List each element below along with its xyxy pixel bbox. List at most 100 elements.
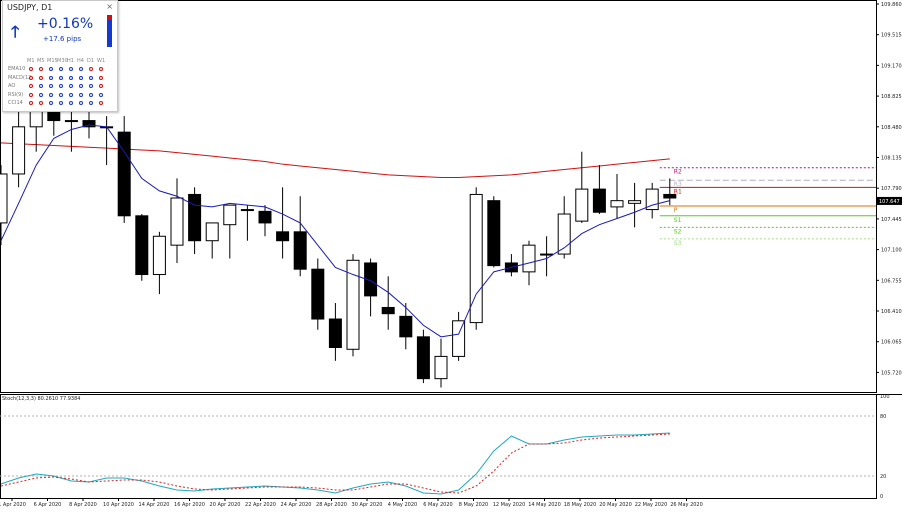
signal-dot (89, 75, 93, 80)
stoch-main-line (0, 432, 670, 495)
candle-body (135, 215, 149, 276)
timeframe-label: H1 (67, 58, 74, 64)
date-label: 16 Apr 2020 (174, 502, 205, 508)
signal-dot (49, 92, 53, 97)
candle-body (205, 222, 219, 242)
candle-body (663, 193, 677, 199)
main-frame (0, 0, 877, 393)
stoch-tick-label: 100 (880, 394, 890, 400)
stoch-frame (0, 394, 877, 499)
candle-body (293, 231, 307, 270)
price-tick-label: 108.480 (881, 125, 902, 131)
date-label: 1 Apr 2020 (0, 502, 26, 508)
signal-dot (69, 84, 73, 88)
candle-body (152, 235, 166, 276)
candle-body (170, 197, 184, 246)
date-label: 8 May 2020 (459, 502, 488, 508)
date-label: 22 Apr 2020 (245, 502, 276, 508)
signal-dot (49, 101, 53, 105)
signal-dot (29, 75, 33, 80)
indicator-label: CCI14 (8, 100, 23, 106)
candle-body (117, 131, 131, 217)
date-label: 30 Apr 2020 (352, 502, 383, 508)
date-label: 14 May 2020 (528, 502, 561, 508)
strength-bar (107, 15, 112, 47)
change-percent: +0.16% (37, 16, 94, 32)
date-label: 6 Apr 2020 (34, 502, 62, 508)
date-label: 22 May 2020 (635, 502, 668, 508)
ema-fast-line (0, 124, 670, 338)
pivot-label-s1: S1 (674, 217, 682, 224)
stoch-tick-label: 0 (880, 494, 883, 500)
signal-dot (39, 75, 43, 80)
price-tick-label: 105.720 (881, 370, 902, 376)
signal-dot (59, 84, 63, 88)
candle-body (487, 200, 501, 267)
signal-dot (29, 101, 33, 105)
stoch-label: Stoch(12,3,3) 80.2610 77.9384 (2, 396, 80, 402)
date-label: 24 Apr 2020 (281, 502, 312, 508)
candle-body (0, 173, 8, 224)
pivot-label-s3: S3 (674, 240, 682, 247)
signal-dot (79, 92, 83, 97)
signal-dot (39, 101, 43, 105)
candle-body (610, 200, 624, 208)
candle-body (12, 126, 26, 175)
signal-dot (99, 84, 103, 88)
candle-body (276, 231, 290, 242)
pivot-label-r2: R2 (674, 169, 682, 176)
price-tick-label: 109.860 (881, 2, 902, 8)
strength-bar-top (107, 15, 112, 20)
pivot-label-r1: R1 (674, 188, 682, 195)
date-label: 8 Apr 2020 (69, 502, 97, 508)
signal-dot (39, 84, 43, 88)
pivot-label-r3: R3 (674, 181, 682, 188)
close-icon[interactable]: × (106, 2, 113, 11)
candle-body (223, 204, 237, 226)
timeframe-label: H4 (77, 58, 84, 64)
price-tick-label: 107.445 (881, 217, 902, 223)
price-tick-label: 109.515 (881, 33, 902, 39)
timeframe-label: M30 (57, 58, 68, 64)
change-pips: +17.6 pips (43, 35, 82, 43)
price-tick-label: 108.825 (881, 94, 902, 100)
indicator-label: RSI(9) (8, 91, 24, 98)
candle-body (311, 268, 325, 320)
current-price-tag (877, 196, 902, 205)
price-tick-label: 109.170 (881, 63, 902, 69)
date-label: 14 Apr 2020 (139, 502, 170, 508)
candle-body (434, 355, 448, 380)
candle-body (64, 120, 78, 123)
candle-body (557, 213, 571, 255)
signal-dot (79, 101, 83, 105)
current-price-label: 107.647 (879, 199, 900, 205)
candle-body (82, 120, 96, 128)
signal-dot (49, 84, 53, 88)
date-label: 28 Apr 2020 (316, 502, 347, 508)
candle-body (540, 253, 554, 256)
timeframe-label: M1 (27, 58, 35, 64)
info-panel[interactable]: USDJPY, D1 × 🡑 +0.16% +17.6 pips M1 M5 M15… (2, 0, 118, 112)
candle-body (628, 200, 642, 204)
signal-dot (99, 67, 103, 71)
price-tick-label: 106.755 (881, 278, 902, 284)
timeframe-label: M15 (47, 58, 58, 64)
stoch-signal-line (0, 433, 670, 494)
timeframe-label: M5 (37, 58, 45, 64)
signal-dot (99, 75, 103, 80)
signal-dot (69, 101, 73, 105)
signal-dot (89, 67, 93, 71)
candle-body (592, 188, 606, 213)
signal-dot (59, 67, 63, 71)
date-label: 18 May 2020 (564, 502, 597, 508)
price-tick-label: 108.135 (881, 156, 902, 162)
signal-dot (29, 92, 33, 97)
pivot-label-p: P (674, 207, 678, 214)
signal-dot (59, 92, 63, 97)
candle-body (381, 306, 395, 315)
signal-dot (69, 67, 73, 71)
price-tick-label: 106.410 (881, 309, 902, 315)
up-arrow-icon: 🡑 (11, 22, 20, 41)
